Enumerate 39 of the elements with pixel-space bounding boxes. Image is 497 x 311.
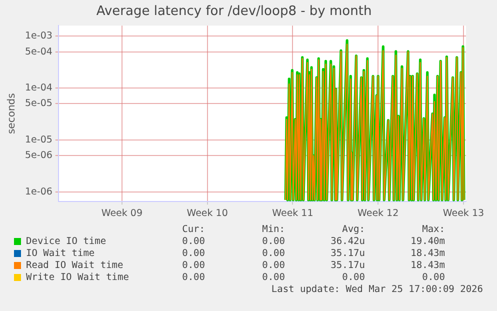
y-tick-label: 5e-05 [25,98,52,110]
y-tick-label: 1e-05 [25,134,52,146]
text: 36.42u [330,236,365,248]
text: 35.17u [330,260,365,272]
legend-label: Read IO Wait time [26,260,124,272]
text: 18.43m [410,260,445,272]
text: 0.00 [261,236,285,248]
text: 0.00 [181,260,205,272]
legend-label: Device IO time [26,236,106,248]
x-tick-label: Week 13 [442,208,484,219]
text: 0.00 [181,272,205,284]
y-tick-label: 1e-06 [25,186,52,198]
text: Avg: [341,224,365,236]
text: 0.00 [261,272,285,284]
legend-label: IO Wait time [26,248,95,260]
y-tick-label: 5e-06 [25,150,52,162]
text: Min: [261,224,285,236]
text: 0.00 [341,272,365,284]
y-tick-label: 1e-04 [25,82,52,94]
x-tick-label: Week 11 [272,208,314,219]
text: 0.00 [261,248,285,260]
text: 0.00 [181,236,205,248]
text: Cur: [181,224,205,236]
text: 35.17u [330,248,365,260]
text: 0.00 [181,248,205,260]
y-axis-title: seconds [6,93,18,134]
text: Max: [421,224,445,236]
text: 0.00 [261,260,285,272]
y-tick-label: 1e-03 [25,30,52,42]
legend-label: Write IO Wait time [26,272,129,284]
text: 18.43m [410,248,445,260]
chart-title: Average latency for /dev/loop8 - by month [96,4,372,20]
x-tick-label: Week 09 [101,208,143,219]
text: 0.00 [421,272,445,284]
x-tick-label: Week 10 [186,208,228,219]
text: 19.40m [410,236,445,248]
y-tick-label: 5e-04 [25,46,52,58]
text: Last update: Wed Mar 25 17:00:09 2026 [271,284,483,296]
x-tick-label: Week 12 [358,208,399,219]
